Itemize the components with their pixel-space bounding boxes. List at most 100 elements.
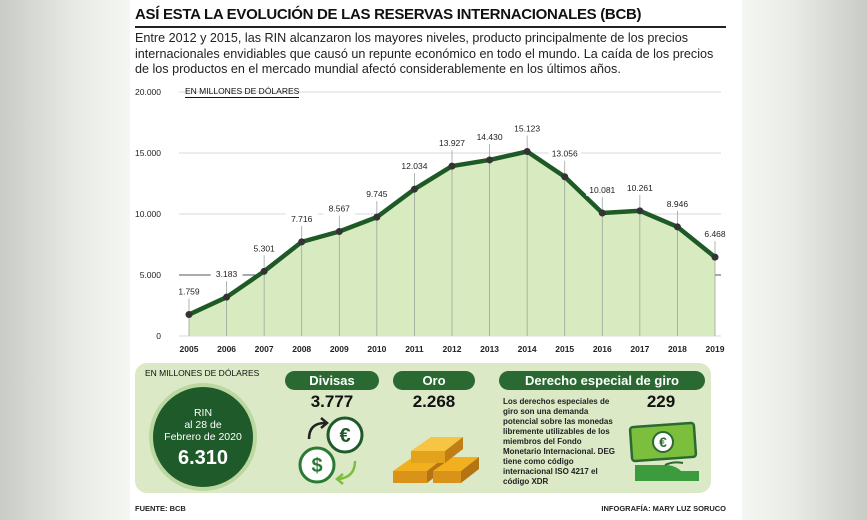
dollar-icon: $	[298, 446, 336, 484]
y-tick-label: 5.000	[140, 270, 162, 280]
chart-unit-label: EN MILLONES DE DÓLARES	[185, 86, 300, 98]
source-note: FUENTE: BCB	[135, 504, 186, 513]
currency-exchange-icon: € $	[298, 416, 364, 485]
rin-label: RIN al 28 de Febrero de 2020	[164, 407, 242, 443]
data-point	[410, 185, 418, 193]
data-label: 15.123	[514, 123, 540, 133]
data-points	[185, 147, 719, 319]
data-point	[335, 227, 343, 235]
data-point	[523, 147, 531, 155]
x-tick-label: 2005	[180, 344, 199, 354]
data-labels: 1.759 3.183 5.301 7.716 8.567 9.745 12.034 13.9…	[173, 122, 731, 298]
svg-text:$: $	[311, 455, 322, 477]
data-label-bg	[173, 285, 205, 298]
intro-paragraph: Entre 2012 y 2015, las RIN alcanzaron lo…	[135, 31, 714, 76]
gold-bars-icon	[393, 437, 479, 483]
data-label: 8.567	[329, 203, 351, 213]
x-tick-label: 2019	[706, 344, 725, 354]
data-label-bg	[323, 202, 356, 215]
deg-value: 229	[646, 392, 676, 411]
rin-value: 6.310	[177, 447, 229, 469]
credit-note: INFOGRAFÍA: MARY LUZ SORUCO	[601, 504, 726, 513]
data-label-bg	[285, 212, 318, 225]
data-point	[711, 253, 719, 261]
background-right	[742, 0, 867, 520]
x-tick-label: 2011	[405, 344, 424, 354]
data-label-bg	[473, 130, 506, 143]
data-label: 8.946	[667, 199, 689, 209]
data-point	[561, 173, 569, 181]
rin-badge: RIN al 28 de Febrero de 2020 6.310	[149, 383, 257, 491]
divisas-value: 3.777	[310, 392, 354, 411]
x-axis: 2005 2006 2007 2008 2009 2010 2011 2012 2013 2014…	[180, 344, 725, 354]
data-label-bg	[248, 242, 281, 255]
x-tick-label: 2015	[555, 344, 574, 354]
x-tick-label: 2007	[255, 344, 274, 354]
data-label: 13.056	[552, 149, 578, 159]
data-label: 10.081	[589, 185, 615, 195]
euro-icon: €	[326, 416, 364, 454]
data-label-bg	[398, 160, 431, 173]
data-label: 1.759	[178, 287, 200, 297]
infographic: ASÍ ESTA LA EVOLUCIÓN DE LAS RESERVAS IN…	[131, 0, 734, 520]
data-label: 14.430	[477, 132, 503, 142]
deg-label: Derecho especial de giro	[499, 371, 705, 390]
data-label-bg	[661, 197, 694, 210]
data-label: 7.716	[291, 214, 313, 224]
data-point	[260, 267, 268, 275]
svg-text:€: €	[339, 425, 350, 447]
data-label-bg	[586, 184, 619, 197]
data-label-bg	[436, 137, 468, 150]
data-label: 9.745	[366, 189, 388, 199]
oro-label: Oro	[393, 371, 475, 390]
y-tick-label: 0	[156, 331, 161, 341]
data-point	[448, 162, 456, 170]
data-label-bg	[548, 147, 581, 160]
hand-banknote-icon: €	[628, 421, 699, 481]
y-axis: 0 5.000 10.000 15.000 20.000	[135, 87, 161, 341]
x-tick-label: 2014	[518, 344, 537, 354]
data-label-bg	[360, 188, 393, 201]
svg-text:€: €	[659, 434, 667, 450]
x-tick-label: 2010	[367, 344, 386, 354]
data-label: 13.927	[439, 138, 465, 148]
data-label: 5.301	[254, 243, 276, 253]
x-tick-label: 2012	[443, 344, 462, 354]
title-divider	[135, 26, 726, 28]
oro-value: 2.268	[412, 392, 456, 411]
y-tick-label: 10.000	[135, 209, 161, 219]
data-point	[598, 209, 606, 217]
x-tick-label: 2018	[668, 344, 687, 354]
data-point	[486, 156, 494, 164]
data-label: 12.034	[401, 161, 427, 171]
data-point	[298, 238, 306, 246]
data-label-bg	[699, 228, 731, 241]
x-tick-label: 2016	[593, 344, 612, 354]
data-label: 3.183	[216, 269, 238, 279]
data-point	[673, 223, 681, 231]
y-tick-label: 15.000	[135, 148, 161, 158]
data-point	[373, 213, 381, 221]
divisas-label: Divisas	[285, 371, 379, 390]
summary-box: EN MILLONES DE DÓLARES RIN al 28 de Febr…	[135, 363, 711, 493]
background-left	[0, 0, 130, 520]
data-point	[223, 293, 231, 301]
reserves-chart: 0 5.000 10.000 15.000 20.000 1.759 3.183 5.301…	[135, 87, 731, 354]
x-tick-label: 2009	[330, 344, 349, 354]
summary-unit-label: EN MILLONES DE DÓLARES	[145, 368, 260, 378]
x-tick-label: 2006	[217, 344, 236, 354]
data-label-bg	[210, 268, 243, 281]
year-guides	[188, 135, 716, 336]
page-title: ASÍ ESTA LA EVOLUCIÓN DE LAS RESERVAS IN…	[135, 6, 642, 23]
x-tick-label: 2017	[630, 344, 649, 354]
data-label: 10.261	[627, 183, 653, 193]
x-tick-label: 2008	[292, 344, 311, 354]
y-tick-label: 20.000	[135, 87, 161, 97]
data-point	[636, 207, 644, 215]
x-tick-label: 2013	[480, 344, 499, 354]
data-label-bg	[623, 181, 656, 194]
data-label: 6.468	[704, 229, 726, 239]
data-point	[185, 311, 193, 319]
data-label-bg	[511, 122, 544, 135]
deg-description: Los derechos especiales de giro son una …	[503, 397, 616, 486]
